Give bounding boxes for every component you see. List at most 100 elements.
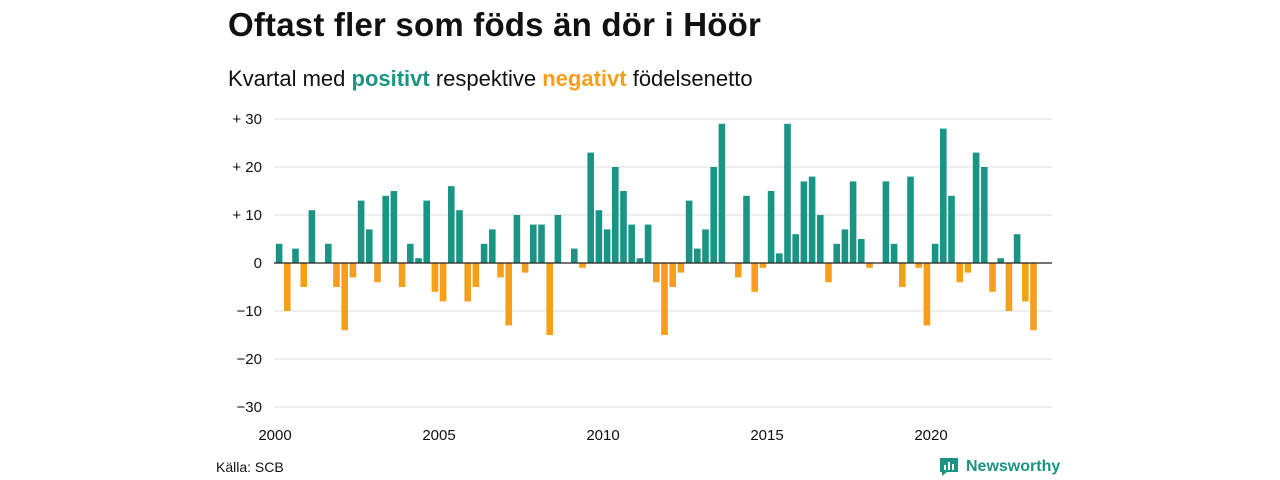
subtitle-middle: respektive <box>429 66 543 91</box>
bar-2004-k3 <box>423 200 430 263</box>
bar-2010-k4 <box>628 224 635 263</box>
bar-2002-k4 <box>366 229 373 263</box>
bar-2007-k4 <box>530 224 537 263</box>
bar-2006-k4 <box>497 263 504 278</box>
x-tick-label: 2005 <box>422 427 455 444</box>
bar-2022-k4 <box>1022 263 1029 302</box>
bar-2019-k2 <box>907 176 914 263</box>
bar-2015-k3 <box>784 123 791 263</box>
bar-2015-k2 <box>776 253 783 263</box>
bar-2017-k4 <box>858 239 865 263</box>
bar-2006-k1 <box>472 263 480 287</box>
bar-2000-k2 <box>284 263 291 311</box>
bar-2020-k4 <box>956 263 963 283</box>
bar-2005-k4 <box>464 263 471 302</box>
subtitle-suffix: födelsenetto <box>626 66 753 91</box>
bar-2003-k2 <box>382 195 389 263</box>
bar-2013-k3 <box>718 123 726 263</box>
bar-2004-k1 <box>407 243 414 263</box>
bar-2019-k4 <box>923 263 931 326</box>
bar-2014-k3 <box>751 263 758 292</box>
y-tick-label: + 10 <box>232 207 262 224</box>
subtitle-negative: negativt <box>542 66 627 91</box>
bar-2012-k3 <box>685 200 693 263</box>
bar-2009-k1 <box>571 248 578 263</box>
bar-2004-k2 <box>415 258 422 263</box>
bar-2012-k4 <box>694 248 701 263</box>
bar-2005-k1 <box>439 263 447 302</box>
bar-2007-k2 <box>513 215 521 263</box>
bar-2013-k1 <box>702 229 709 263</box>
bar-2023-k1 <box>1030 263 1037 331</box>
newsworthy-chart-icon <box>940 458 958 476</box>
bar-2021-k3 <box>981 167 988 263</box>
bar-2014-k2 <box>743 195 750 263</box>
bar-2001-k4 <box>333 263 340 287</box>
bar-2002-k1 <box>341 263 348 331</box>
chart-subtitle: Kvartal med positivt respektive negativt… <box>228 66 753 92</box>
brand-logo: Newsworthy <box>938 456 1060 478</box>
bar-2003-k3 <box>390 191 398 263</box>
bar-2009-k4 <box>595 210 603 263</box>
y-tick-label: −30 <box>237 399 262 416</box>
bar-2009-k3 <box>587 152 594 263</box>
subtitle-positive: positivt <box>351 66 430 91</box>
bar-2001-k1 <box>308 210 316 263</box>
bar-2000-k4 <box>300 263 307 287</box>
bar-2002-k3 <box>357 200 365 263</box>
y-tick-label: + 30 <box>232 111 262 128</box>
bar-2007-k3 <box>521 263 529 273</box>
bar-2021-k4 <box>989 263 996 292</box>
bar-2008-k3 <box>554 215 562 263</box>
bar-2016-k3 <box>817 215 824 263</box>
bar-2011-k2 <box>644 224 652 263</box>
subtitle-prefix: Kvartal med <box>228 66 352 91</box>
bar-2015-k4 <box>792 234 799 263</box>
bar-2018-k1 <box>866 263 873 268</box>
y-tick-label: 0 <box>254 255 262 272</box>
bar-2005-k3 <box>456 210 463 263</box>
bar-2011-k1 <box>636 258 644 263</box>
bar-2021-k1 <box>964 263 972 273</box>
bar-2009-k2 <box>579 263 586 268</box>
bar-2016-k4 <box>825 263 832 283</box>
bar-2020-k2 <box>940 128 947 263</box>
bar-2003-k1 <box>374 263 381 283</box>
bar-2010-k3 <box>620 191 627 263</box>
bar-2017-k3 <box>849 181 857 263</box>
x-tick-label: 2020 <box>914 427 947 444</box>
bar-2016-k2 <box>808 176 816 263</box>
bar-2012-k2 <box>677 263 685 273</box>
bar-2000-k1 <box>275 243 283 263</box>
bar-2017-k2 <box>841 229 849 263</box>
y-tick-label: + 20 <box>232 159 262 176</box>
bar-2011-k3 <box>653 263 660 283</box>
bar-2000-k3 <box>292 248 299 263</box>
bar-2006-k3 <box>489 229 496 263</box>
bar-2017-k1 <box>833 243 840 263</box>
bar-2008-k2 <box>546 263 553 335</box>
bar-2020-k3 <box>948 195 955 263</box>
bar-2014-k4 <box>759 263 767 268</box>
bar-2020-k1 <box>931 243 939 263</box>
x-tick-label: 2010 <box>586 427 619 444</box>
bar-2021-k2 <box>972 152 980 263</box>
y-tick-label: −20 <box>237 351 262 368</box>
bar-2008-k1 <box>538 224 545 263</box>
x-tick-label: 2015 <box>750 427 783 444</box>
chart-title: Oftast fler som föds än dör i Höör <box>228 6 762 43</box>
bar-2013-k2 <box>710 167 717 263</box>
bar-2011-k4 <box>661 263 668 335</box>
y-tick-label: −10 <box>237 303 262 320</box>
bar-2022-k2 <box>1005 263 1013 311</box>
bar-2019-k3 <box>915 263 922 268</box>
bar-2014-k1 <box>735 263 742 278</box>
bar-2010-k1 <box>603 229 611 263</box>
bar-2018-k4 <box>890 243 898 263</box>
bar-2007-k1 <box>505 263 512 326</box>
bar-2004-k4 <box>431 263 439 292</box>
bar-2022-k1 <box>997 258 1004 263</box>
brand-name: Newsworthy <box>966 458 1061 475</box>
bar-2016-k1 <box>800 181 808 263</box>
bar-2015-k1 <box>767 191 775 263</box>
